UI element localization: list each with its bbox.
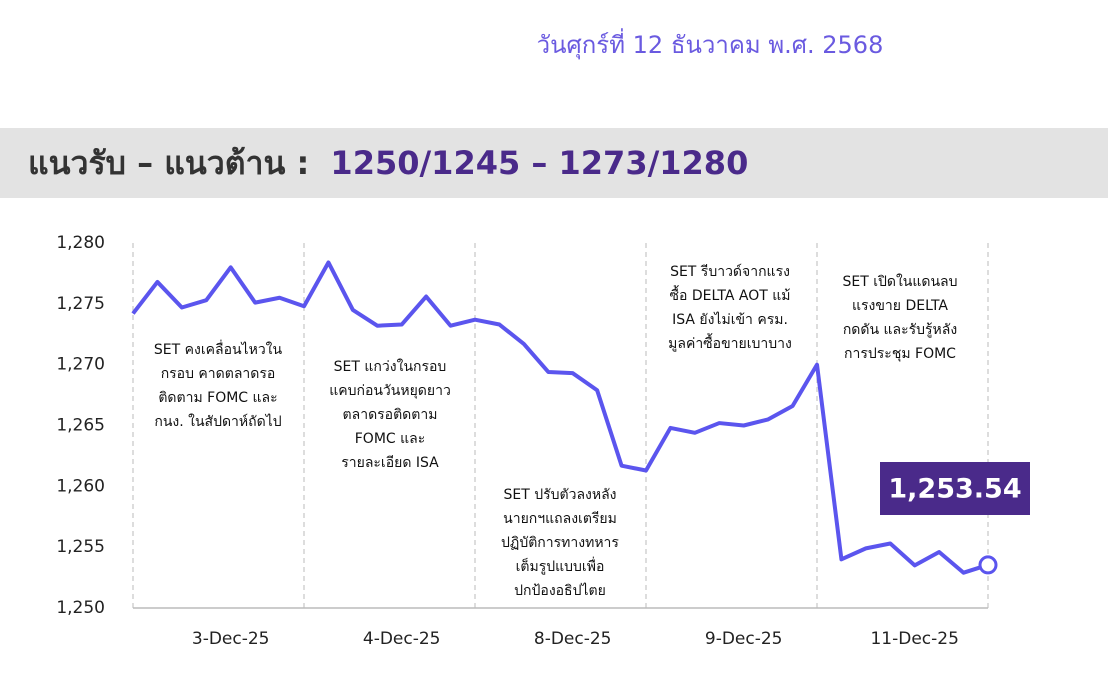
annotation: รายละเอียด ISA — [341, 455, 439, 471]
annotation: SET ปรับตัวลงหลัง — [503, 487, 616, 503]
x-tick-label: 9-Dec-25 — [705, 629, 783, 649]
date: วันศุกร์ที่ 12 ธันวาคม พ.ศ. 2568 — [537, 28, 884, 60]
y-tick-label: 1,260 — [56, 476, 105, 496]
annotation: SET เปิดในแดนลบ — [842, 273, 957, 290]
annotation: เต็มรูปแบบเพื่อ — [516, 557, 605, 575]
x-tick-label: 11-Dec-25 — [870, 629, 958, 649]
x-tick-label: 8-Dec-25 — [534, 629, 612, 649]
annotation: แรงขาย DELTA — [852, 298, 948, 314]
annotation: แคบก่อนวันหยุดยาว — [329, 383, 451, 399]
last-point — [978, 555, 998, 575]
value-label: 1,253.54 — [888, 474, 1021, 505]
heading-band — [0, 128, 1108, 198]
heading: แนวรับ – แนวต้าน : 1250/1245 – 1273/1280 — [28, 144, 748, 182]
y-tick-label: 1,280 — [56, 233, 105, 253]
annotation: กดดัน และรับรู้หลัง — [843, 322, 957, 338]
annotation: ปกป้องอธิปไตย — [514, 582, 606, 599]
annotation: กรอบ คาดตลาดรอ — [161, 366, 276, 382]
annotation: มูลค่าซื้อขายเบาบาง — [668, 333, 792, 352]
y-tick-label: 1,270 — [56, 355, 105, 375]
annotation: FOMC และ — [355, 431, 426, 447]
annotation: กนง. ในสัปดาห์ถัดไป — [154, 413, 281, 430]
y-tick-label: 1,275 — [56, 294, 105, 314]
annotation: ตลาดรอติดตาม — [343, 407, 438, 423]
annotation: SET รีบาวด์จากแรง — [670, 263, 790, 280]
y-tick-label: 1,265 — [56, 416, 105, 436]
heading-label: แนวรับ – แนวต้าน : — [28, 144, 309, 182]
annotation: SET แกว่งในกรอบ — [334, 358, 447, 375]
annotation: ISA ยังไม่เข้า ครม. — [672, 311, 788, 328]
x-tick-label: 4-Dec-25 — [363, 629, 441, 649]
annotation: นายกฯแถลงเตรียม — [503, 511, 617, 527]
value-label-box — [880, 462, 1030, 515]
y-tick-label: 1,255 — [56, 537, 105, 557]
x-tick-label: 3-Dec-25 — [192, 629, 270, 649]
y-tick-label: 1,250 — [56, 598, 105, 618]
annotation: การประชุม FOMC — [844, 346, 956, 362]
annotation: ปฏิบัติการทางทหาร — [501, 535, 619, 551]
annotation: ติดตาม FOMC และ — [158, 390, 277, 406]
heading-value: 1250/1245 – 1273/1280 — [330, 144, 748, 182]
annotation: ซื้อ DELTA AOT แม้ — [670, 285, 791, 304]
price-line — [131, 260, 989, 575]
annotation: SET คงเคลื่อนไหวใน — [154, 340, 283, 358]
